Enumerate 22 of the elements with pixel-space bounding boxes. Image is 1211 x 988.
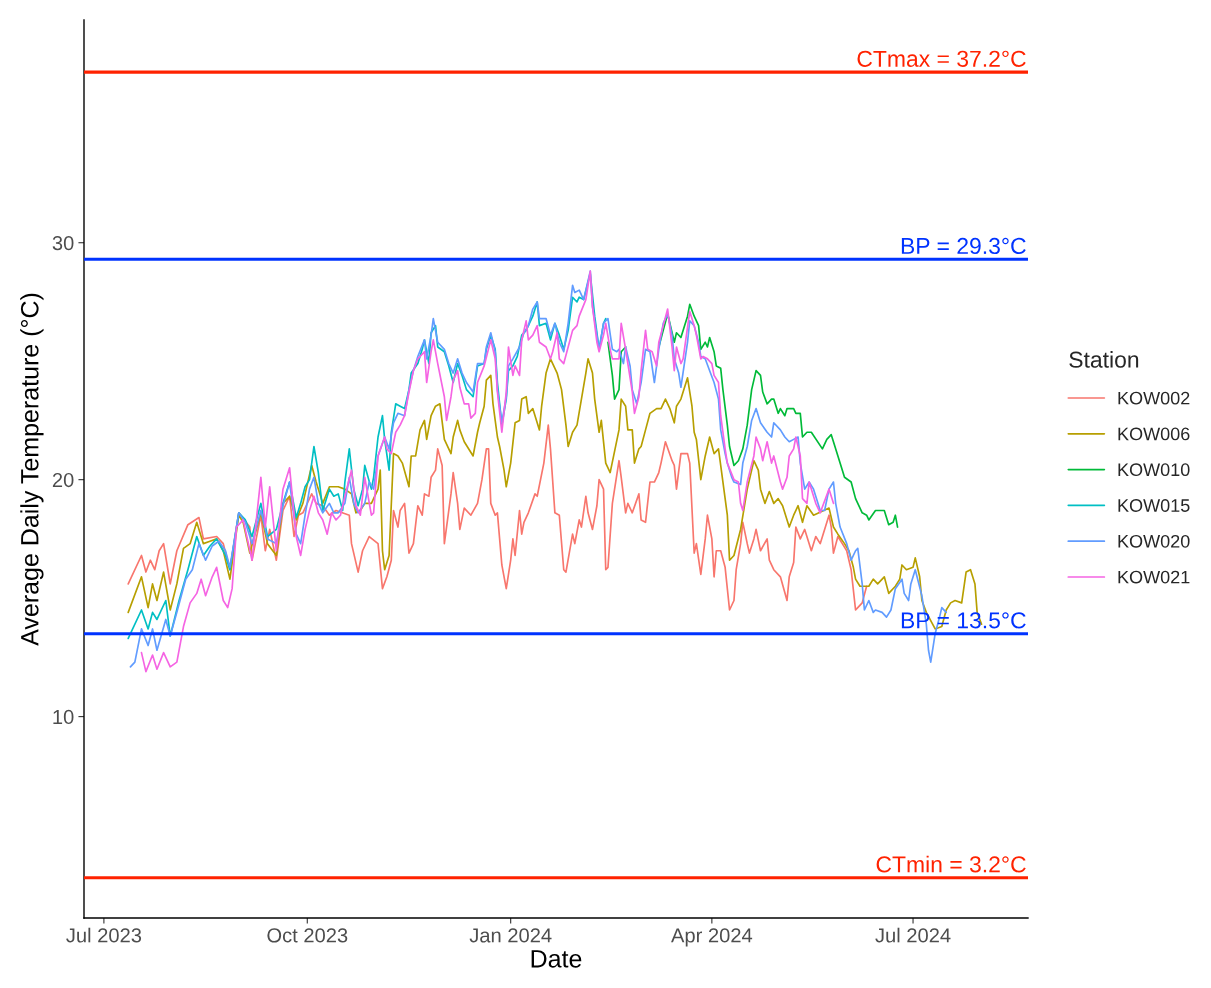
legend-label: KOW006 bbox=[1118, 427, 1190, 441]
ref-line-label: CTmin = 3.2°C bbox=[876, 855, 1026, 873]
legend-label: KOW021 bbox=[1118, 570, 1190, 584]
x-tick-label: Apr 2024 bbox=[671, 928, 753, 947]
x-tick-label: Oct 2023 bbox=[267, 928, 348, 943]
legend-label: KOW002 bbox=[1118, 391, 1190, 405]
line-series bbox=[127, 424, 868, 611]
x-axis-title: Date bbox=[531, 950, 582, 968]
legend-label: KOW020 bbox=[1118, 534, 1190, 548]
line-series bbox=[140, 270, 835, 673]
legend-label: KOW010 bbox=[1118, 463, 1190, 477]
legend-title: Station bbox=[1069, 350, 1139, 368]
y-tick-label: 10 bbox=[53, 709, 74, 725]
ref-line-label: CTmax = 37.2°C bbox=[857, 50, 1026, 67]
y-tick-label: 20 bbox=[52, 472, 74, 488]
y-tick-label: 30 bbox=[52, 235, 74, 251]
x-tick-label: Jul 2024 bbox=[875, 927, 951, 943]
x-tick-label: Jul 2023 bbox=[66, 927, 142, 943]
x-tick-label: Jan 2024 bbox=[469, 928, 552, 943]
legend-label: KOW015 bbox=[1118, 499, 1190, 512]
y-axis-title: Average Daily Temperature (°C) bbox=[20, 293, 44, 646]
ref-line-label: BP = 29.3°C bbox=[901, 237, 1026, 255]
